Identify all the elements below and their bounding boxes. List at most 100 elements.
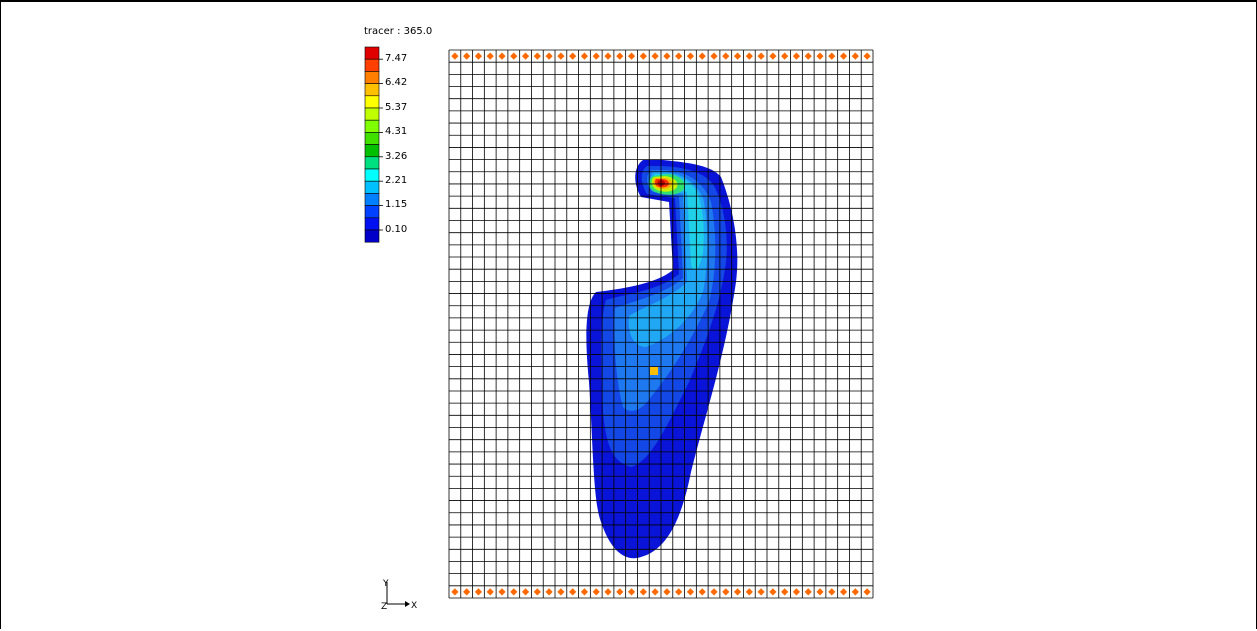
boundary-marker bbox=[580, 588, 589, 596]
boundary-marker bbox=[757, 588, 765, 596]
boundary-marker bbox=[710, 588, 718, 596]
boundary-marker bbox=[792, 52, 801, 60]
boundary-marker bbox=[651, 52, 659, 60]
legend-swatch bbox=[364, 107, 380, 121]
boundary-markers-bottom bbox=[451, 588, 871, 596]
legend-label: 5.37 bbox=[385, 101, 408, 113]
boundary-marker bbox=[675, 588, 683, 596]
legend-swatch bbox=[364, 119, 380, 133]
boundary-marker bbox=[769, 588, 777, 596]
boundary-marker bbox=[604, 588, 612, 596]
z-axis-label: Z bbox=[381, 602, 387, 612]
boundary-marker bbox=[569, 588, 577, 596]
boundary-marker bbox=[839, 588, 848, 596]
boundary-marker bbox=[733, 588, 742, 596]
boundary-marker bbox=[663, 52, 671, 60]
legend-swatch bbox=[364, 58, 380, 72]
boundary-marker bbox=[651, 588, 659, 596]
boundary-marker bbox=[722, 588, 730, 596]
boundary-marker bbox=[486, 588, 494, 596]
x-axis-label: X bbox=[411, 601, 417, 611]
boundary-marker bbox=[698, 588, 706, 596]
legend-label: 2.21 bbox=[385, 175, 408, 186]
boundary-marker bbox=[792, 588, 801, 596]
legend-swatch bbox=[364, 168, 380, 182]
boundary-marker bbox=[816, 52, 824, 60]
boundary-marker bbox=[710, 52, 718, 60]
legend-swatch bbox=[364, 180, 380, 194]
boundary-marker bbox=[745, 52, 753, 60]
plume-contour bbox=[652, 174, 704, 270]
legend-title: tracer : 365.0 bbox=[364, 26, 433, 37]
boundary-marker bbox=[781, 588, 789, 596]
boundary-marker bbox=[863, 52, 871, 60]
boundary-marker bbox=[451, 588, 459, 596]
boundary-marker bbox=[604, 52, 612, 60]
legend-swatch bbox=[364, 193, 380, 206]
legend-swatch bbox=[364, 83, 380, 97]
boundary-marker bbox=[675, 52, 683, 60]
boundary-marker bbox=[474, 52, 483, 60]
boundary-marker bbox=[663, 588, 671, 596]
boundary-marker bbox=[627, 588, 636, 596]
boundary-marker bbox=[463, 588, 471, 596]
plume-contour bbox=[628, 172, 708, 347]
well-marker bbox=[650, 367, 658, 375]
legend-swatch bbox=[364, 132, 380, 145]
boundary-marker bbox=[486, 52, 494, 60]
boundary-marker bbox=[557, 52, 565, 60]
boundary-marker bbox=[521, 588, 530, 596]
boundary-marker bbox=[498, 588, 506, 596]
boundary-marker bbox=[533, 588, 541, 596]
boundary-marker bbox=[510, 52, 518, 60]
boundary-marker bbox=[510, 588, 518, 596]
boundary-marker bbox=[804, 588, 812, 596]
boundary-marker bbox=[722, 52, 730, 60]
boundary-marker bbox=[757, 52, 765, 60]
boundary-marker bbox=[592, 588, 600, 596]
boundary-marker bbox=[592, 52, 600, 60]
legend-label: 3.26 bbox=[385, 150, 408, 162]
boundary-marker bbox=[580, 52, 589, 60]
legend-label: 6.42 bbox=[385, 77, 408, 89]
boundary-marker bbox=[533, 52, 541, 60]
color-legend-bar bbox=[364, 46, 383, 243]
tracer-plume bbox=[586, 160, 738, 559]
legend-swatch bbox=[364, 95, 380, 109]
boundary-marker bbox=[463, 52, 471, 60]
boundary-marker bbox=[557, 588, 565, 596]
boundary-marker bbox=[828, 588, 836, 596]
legend-label: 1.15 bbox=[385, 199, 408, 211]
model-grid bbox=[448, 49, 874, 599]
legend-label: 4.31 bbox=[385, 126, 408, 138]
legend-swatch bbox=[364, 205, 380, 219]
boundary-marker bbox=[545, 52, 553, 60]
legend-swatch bbox=[364, 229, 380, 243]
legend-swatch bbox=[364, 144, 380, 158]
boundary-markers-top bbox=[451, 52, 871, 60]
boundary-marker bbox=[545, 588, 553, 596]
boundary-marker bbox=[474, 588, 483, 596]
boundary-marker bbox=[569, 52, 577, 60]
legend-swatch bbox=[364, 156, 380, 170]
boundary-marker bbox=[616, 52, 624, 60]
boundary-marker bbox=[828, 52, 836, 60]
boundary-marker bbox=[686, 52, 695, 60]
boundary-marker bbox=[451, 52, 459, 60]
legend-label: 0.10 bbox=[385, 223, 408, 235]
axis-triad: Y Z X bbox=[381, 579, 417, 612]
boundary-marker bbox=[781, 52, 789, 60]
boundary-marker bbox=[816, 588, 824, 596]
boundary-marker bbox=[521, 52, 530, 60]
legend-swatch bbox=[364, 217, 380, 231]
x-arrow bbox=[405, 601, 410, 607]
y-axis-label: Y bbox=[382, 579, 389, 589]
boundary-marker bbox=[639, 52, 647, 60]
legend-swatch bbox=[364, 46, 380, 60]
boundary-marker bbox=[745, 588, 753, 596]
boundary-marker bbox=[804, 52, 812, 60]
legend-label: 7.47 bbox=[385, 53, 408, 64]
boundary-marker bbox=[616, 588, 624, 596]
